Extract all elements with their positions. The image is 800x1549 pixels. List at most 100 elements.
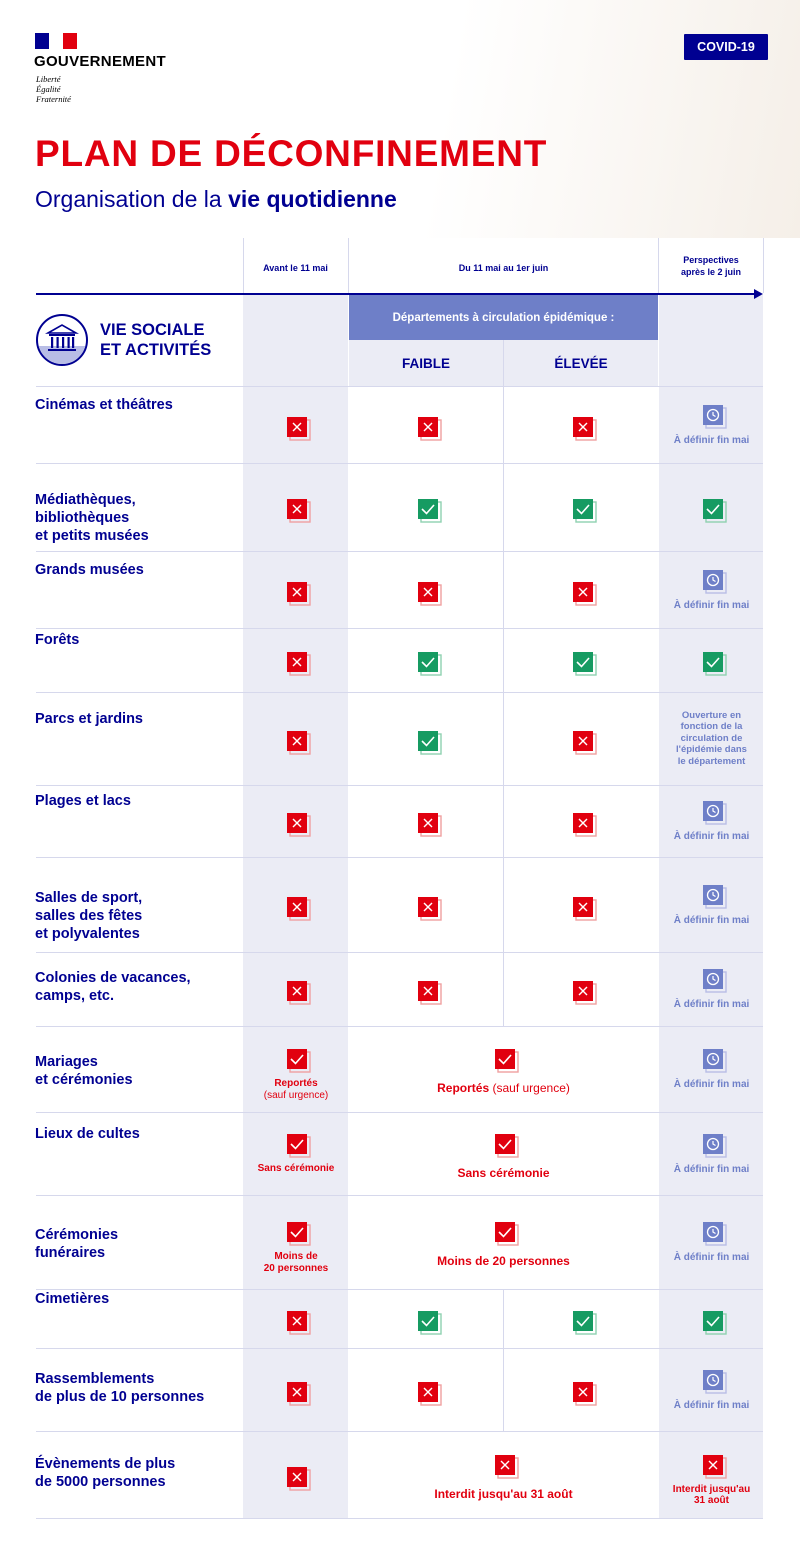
period-note: Sans cérémonie xyxy=(349,1166,658,1180)
check-icon xyxy=(417,498,443,524)
after-note-line: le département xyxy=(677,755,746,767)
check-icon xyxy=(703,499,727,523)
row-label: Colonies de vacances, camps, etc. xyxy=(35,969,191,1005)
timeline-arrow xyxy=(36,293,758,295)
cross-icon xyxy=(417,1381,443,1407)
cross-icon xyxy=(573,416,597,441)
page-title: PLAN DE DÉCONFINEMENT xyxy=(35,133,548,174)
cross-icon xyxy=(495,1454,519,1479)
cross-icon xyxy=(572,730,598,756)
cross-icon xyxy=(572,1381,598,1407)
cross-icon xyxy=(418,813,442,837)
cross-icon xyxy=(286,896,312,922)
row-label-line: camps, etc. xyxy=(35,988,114,1004)
cross-icon xyxy=(286,1381,312,1407)
before-note-line: Moins de xyxy=(274,1251,318,1262)
cross-icon xyxy=(572,581,598,607)
check-icon xyxy=(417,1310,443,1336)
row-divider xyxy=(36,1431,763,1432)
period-note-text: Sans cérémonie xyxy=(457,1165,550,1180)
before-note-line: (sauf urgence) xyxy=(263,1090,329,1101)
cross-icon xyxy=(494,1454,520,1480)
period-note-text: Interdit jusqu'au 31 août xyxy=(434,1486,573,1501)
cross-icon xyxy=(573,1381,597,1406)
after-note-line: Interdit jusqu'au xyxy=(672,1483,751,1495)
check-icon xyxy=(286,1221,312,1247)
period-note-text: Reportés xyxy=(437,1081,493,1095)
clock-icon xyxy=(703,1222,727,1246)
clock-icon xyxy=(702,569,728,595)
header: GOUVERNEMENT Liberté Égalité Fraternité … xyxy=(0,0,800,238)
check-icon xyxy=(287,1133,311,1158)
row-divider xyxy=(36,1518,763,1519)
check-icon xyxy=(286,1048,312,1074)
cross-icon xyxy=(573,581,597,606)
cross-icon xyxy=(417,812,443,838)
check-icon xyxy=(417,651,443,677)
check-icon xyxy=(702,1310,728,1336)
check-icon xyxy=(494,1221,520,1247)
cross-icon xyxy=(286,1466,312,1492)
clock-icon xyxy=(702,1369,728,1395)
check-icon xyxy=(494,1133,520,1159)
check-icon xyxy=(572,1310,598,1336)
header-divider xyxy=(243,238,244,293)
cross-icon xyxy=(417,581,443,607)
check-icon xyxy=(703,1310,727,1335)
clock-icon xyxy=(703,569,727,594)
cross-icon xyxy=(573,981,597,1005)
after-note-line: Ouverture en xyxy=(681,709,742,721)
cross-icon xyxy=(572,812,598,838)
cross-icon xyxy=(287,813,311,837)
clock-icon xyxy=(703,884,727,909)
after-note: Ouverture en fonction de la circulation de… xyxy=(660,710,763,768)
row-label: Rassemblements de plus de 10 personnes xyxy=(35,1370,204,1406)
cell-divider xyxy=(503,463,504,551)
cross-icon xyxy=(287,499,311,523)
check-icon xyxy=(702,498,728,524)
check-icon xyxy=(287,1222,311,1246)
cross-icon xyxy=(287,1381,311,1406)
cross-icon xyxy=(417,416,443,442)
row-label: Cimetières xyxy=(35,1290,109,1308)
row-label-line: funéraires xyxy=(35,1245,106,1261)
cross-icon xyxy=(286,980,312,1006)
cross-icon xyxy=(286,730,312,756)
row-label: Mariages et cérémonies xyxy=(35,1053,133,1089)
row-label-line: Parcs et jardins xyxy=(35,710,143,727)
clock-icon xyxy=(702,1221,728,1247)
cross-icon xyxy=(418,416,442,441)
before-note-line: Sans cérémonie xyxy=(257,1162,335,1174)
clock-icon xyxy=(703,1049,727,1073)
cross-icon xyxy=(702,1454,728,1480)
cross-icon xyxy=(287,981,311,1005)
after-note: À définir fin mai xyxy=(673,1079,750,1090)
clock-icon xyxy=(702,1048,728,1074)
government-name: GOUVERNEMENT xyxy=(34,53,166,70)
check-icon xyxy=(286,1133,312,1159)
row-label: Parcs et jardins xyxy=(35,710,143,728)
header-divider xyxy=(348,238,349,293)
row-divider xyxy=(36,1195,763,1196)
cross-icon xyxy=(286,498,312,524)
row-label-line: Médiathèques, xyxy=(35,492,136,508)
row-label-line: Rassemblements xyxy=(35,1370,155,1387)
after-note-line: circulation de xyxy=(680,732,743,744)
period-note: Interdit jusqu'au 31 août xyxy=(349,1487,658,1501)
clock-icon xyxy=(703,801,727,825)
row-label-line: Forêts xyxy=(35,632,80,648)
departments-banner: Départements à circulation épidémique : xyxy=(349,295,658,340)
row-label-line: bibliothèques xyxy=(35,510,130,526)
cell-divider xyxy=(503,628,504,692)
subheader-divider xyxy=(503,340,504,386)
cross-icon xyxy=(573,896,597,921)
cross-icon xyxy=(286,812,312,838)
row-label-line: Colonies de vacances, xyxy=(35,970,191,986)
period-note-detail: (sauf urgence) xyxy=(492,1081,570,1095)
republic-motto: Liberté Égalité Fraternité xyxy=(36,74,71,104)
cross-icon xyxy=(286,581,312,607)
row-label: Évènements de plus de 5000 personnes xyxy=(35,1455,175,1491)
cross-icon xyxy=(573,813,597,837)
cross-icon xyxy=(572,896,598,922)
clock-icon xyxy=(702,884,728,910)
